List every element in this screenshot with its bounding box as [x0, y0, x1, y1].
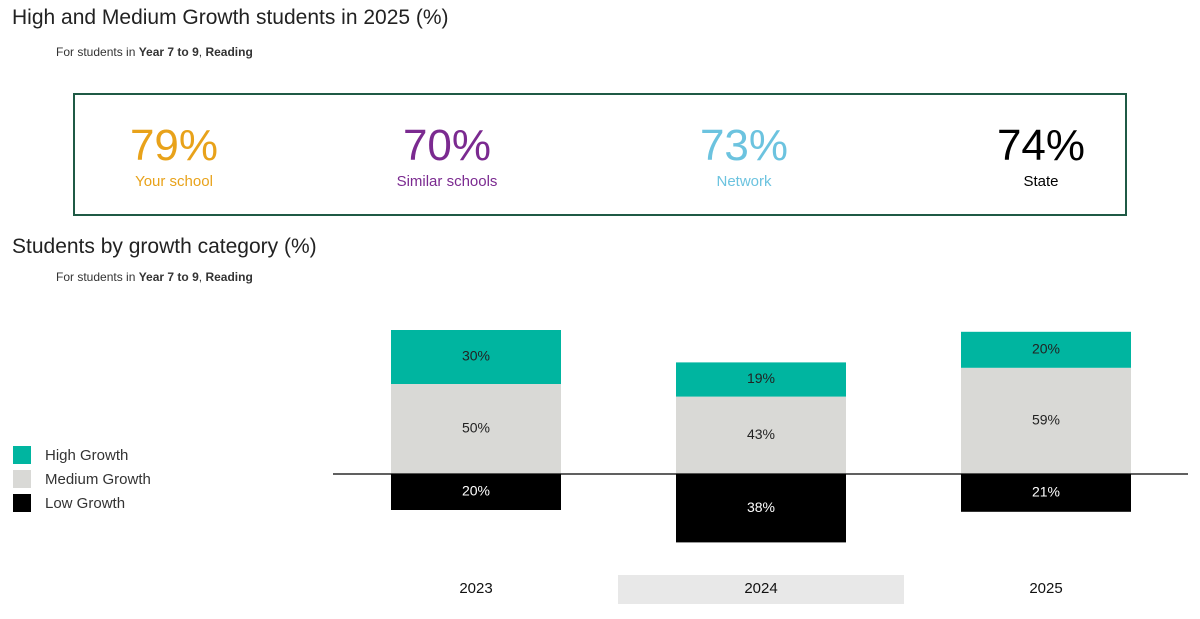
x-tick-label-2025: 2025	[1029, 580, 1062, 597]
legend-item-high-growth: High Growth	[13, 443, 151, 467]
bar-medium-growth-2024	[676, 396, 846, 474]
chart-subtitle: For students in Year 7 to 9, Reading	[56, 270, 253, 284]
legend-item-low-growth: Low Growth	[13, 491, 151, 515]
bar-high-growth-2023	[391, 330, 561, 384]
legend-swatch-high-growth	[13, 446, 31, 464]
stat-label-network: Network	[716, 173, 772, 190]
data-label-low-growth-2024: 38%	[747, 499, 775, 515]
data-label-low-growth-2023: 20%	[462, 483, 490, 499]
stat-value-network: 73%	[699, 121, 789, 170]
legend-label-high-growth: High Growth	[45, 446, 129, 464]
data-label-medium-growth-2024: 43%	[747, 426, 775, 442]
stat-value-similar-schools: 70%	[402, 121, 492, 170]
bar-medium-growth-2023	[391, 384, 561, 474]
bar-low-growth-2024	[676, 474, 846, 543]
data-label-high-growth-2025: 20%	[1032, 341, 1060, 357]
stat-label-similar-schools: Similar schools	[396, 173, 498, 190]
data-label-low-growth-2025: 21%	[1032, 484, 1060, 500]
data-label-high-growth-2023: 30%	[462, 348, 490, 364]
bar-medium-growth-2025	[961, 367, 1131, 474]
bar-high-growth-2024	[676, 362, 846, 397]
stat-network: 73% Network	[634, 121, 854, 191]
stat-label-state: State	[1023, 173, 1059, 190]
legend-label-medium-growth: Medium Growth	[45, 470, 151, 488]
data-label-medium-growth-2025: 59%	[1032, 412, 1060, 428]
x-tick-label-2024: 2024	[744, 580, 777, 597]
stat-value-state: 74%	[996, 121, 1086, 170]
bar-high-growth-2025	[961, 331, 1131, 368]
chart-subtitle-subject: Reading	[205, 270, 253, 284]
data-label-medium-growth-2023: 50%	[462, 420, 490, 436]
legend-swatch-medium-growth	[13, 470, 31, 488]
x-tick-label-2023: 2023	[459, 580, 492, 597]
bar-low-growth-2023	[391, 474, 561, 510]
summary-box: 79% Your school 70% Similar schools 73% …	[73, 93, 1127, 216]
subtitle-subject: Reading	[205, 45, 253, 59]
stat-similar-schools: 70% Similar schools	[337, 121, 557, 191]
subtitle-years: Year 7 to 9	[138, 45, 199, 59]
chart-legend: High Growth Medium Growth Low Growth	[13, 443, 151, 515]
chart-subtitle-prefix: For students in	[56, 270, 139, 284]
subtitle-prefix: For students in	[56, 45, 139, 59]
stat-your-school: 79% Your school	[64, 121, 284, 191]
page-title: High and Medium Growth students in 2025 …	[12, 6, 449, 29]
stat-state: 74% State	[931, 121, 1151, 191]
page-subtitle: For students in Year 7 to 9, Reading	[56, 45, 253, 59]
chart-title: Students by growth category (%)	[12, 235, 317, 258]
bar-low-growth-2025	[961, 474, 1131, 512]
subtitle-sep: ,	[198, 45, 206, 59]
legend-swatch-low-growth	[13, 494, 31, 512]
category-highlight-2024	[618, 575, 904, 604]
chart-subtitle-sep: ,	[198, 270, 206, 284]
legend-item-medium-growth: Medium Growth	[13, 467, 151, 491]
data-label-high-growth-2024: 19%	[747, 370, 775, 386]
stat-label-your-school: Your school	[135, 173, 213, 190]
legend-label-low-growth: Low Growth	[45, 494, 126, 512]
chart-subtitle-years: Year 7 to 9	[138, 270, 199, 284]
stat-value-your-school: 79%	[129, 121, 219, 170]
